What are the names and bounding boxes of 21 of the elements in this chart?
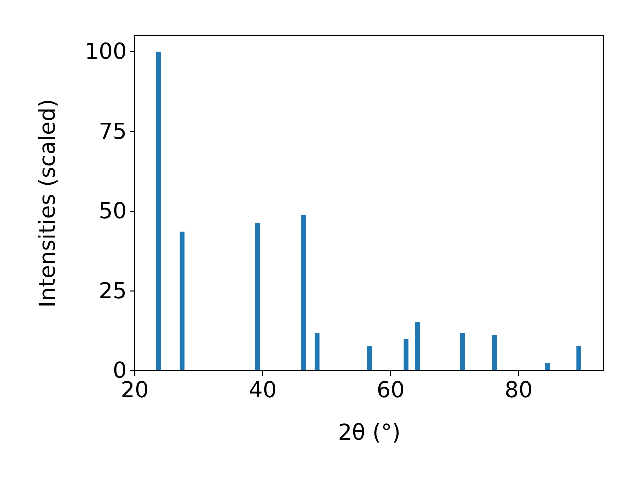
bar (367, 346, 372, 371)
y-tick-label: 75 (99, 120, 127, 145)
x-tick-label: 20 (121, 378, 149, 404)
bar (180, 232, 185, 371)
bar (492, 335, 497, 371)
bar (156, 52, 162, 371)
bar (255, 222, 260, 371)
y-axis-title: Intensities (scaled) (36, 99, 61, 308)
x-tick-label: 60 (376, 378, 405, 404)
x-tick-label: 80 (504, 378, 533, 404)
bar (576, 346, 582, 371)
bar (314, 333, 320, 371)
y-tick-label: 50 (99, 200, 127, 225)
y-tick-label: 100 (85, 40, 127, 65)
bar (460, 333, 465, 371)
bar (404, 339, 409, 371)
x-tick-label: 40 (248, 378, 277, 404)
y-tick-label: 25 (99, 279, 127, 304)
bar (415, 322, 420, 371)
bar (302, 214, 306, 371)
x-axis-title: 2θ (°) (338, 421, 401, 446)
